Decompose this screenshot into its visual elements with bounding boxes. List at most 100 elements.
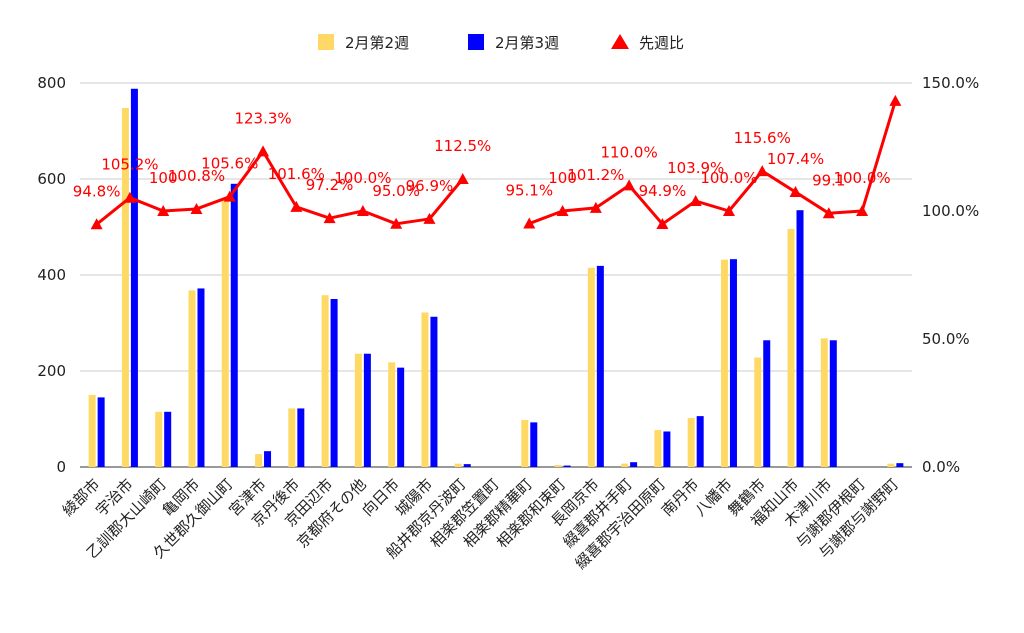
bar [696, 416, 704, 467]
bar [463, 464, 471, 467]
bar [820, 338, 828, 467]
bar [654, 430, 662, 467]
bar [829, 340, 837, 467]
bar [354, 353, 362, 467]
data-label: 95.1% [505, 182, 553, 200]
data-label: 95.0% [372, 182, 420, 200]
data-label: 96.9% [406, 177, 454, 195]
y-right-tick-label: 150.0% [922, 74, 979, 92]
data-label: 100 [149, 169, 178, 187]
category-label: 向日市 [358, 475, 403, 520]
bar [130, 88, 138, 467]
bar [255, 454, 263, 467]
bar [621, 463, 629, 467]
bar [297, 408, 305, 467]
y-left-tick-label: 0 [56, 458, 66, 476]
legend-swatch [318, 34, 334, 50]
bar [521, 419, 529, 467]
bar [787, 228, 795, 467]
line-marker [190, 202, 203, 214]
data-label: 100 [548, 169, 577, 187]
bar [596, 265, 604, 467]
line-marker [356, 205, 369, 216]
line-marker [656, 218, 669, 230]
bar [763, 340, 771, 467]
category-label: 南丹市 [658, 475, 703, 520]
bar-series [88, 107, 895, 468]
line-marker [123, 191, 136, 203]
line-marker [756, 165, 769, 177]
bar [164, 411, 172, 467]
bar [796, 210, 804, 467]
y-axis-left: 0 200 400 600 800 [37, 74, 66, 476]
data-label: 101.6% [268, 165, 325, 183]
category-label: 八幡市 [691, 475, 736, 520]
data-label: 100.8% [168, 167, 225, 185]
bar [397, 367, 405, 467]
legend: 2月第2週 2月第3週 先週比 [318, 34, 684, 52]
line-marker [423, 212, 436, 224]
bar [221, 198, 229, 467]
bar [454, 463, 462, 467]
bar [754, 357, 762, 467]
line-marker [390, 217, 403, 229]
bar [530, 422, 538, 467]
data-label: 97.2% [306, 176, 354, 194]
line-marker [456, 173, 469, 184]
bar [230, 183, 238, 468]
data-label: 100.0% [833, 169, 890, 187]
data-label: 101.2% [567, 166, 624, 184]
bar [264, 451, 272, 467]
line-marker [223, 190, 236, 202]
legend-label: 2月第3週 [495, 34, 559, 52]
data-label: 123.3% [234, 109, 291, 127]
x-axis-categories: 綾部市宇治市乙訓郡大山崎町亀岡市久世郡久御山町宮津市京丹後市京田辺市京都府その他… [59, 475, 902, 573]
category-label: 綾部市 [59, 475, 104, 520]
bar [363, 353, 371, 467]
bar [563, 465, 571, 467]
line-marker [90, 218, 103, 230]
data-label: 100.0% [334, 169, 391, 187]
bar [729, 259, 737, 467]
line-marker [257, 145, 270, 157]
bar [554, 465, 562, 467]
data-label: 100.0% [700, 169, 757, 187]
legend-swatch [468, 34, 484, 50]
line-marker [290, 200, 303, 212]
y-axis-right: 0.0% 50.0% 100.0% 150.0% [922, 74, 979, 476]
line-series [90, 94, 902, 230]
bar [587, 267, 595, 467]
data-labels: 94.8%105.2%100100.8%105.6%123.3%101.6%97… [73, 109, 891, 200]
line-marker [689, 195, 702, 207]
y-left-tick-label: 400 [37, 266, 66, 284]
data-label: 99.1 [812, 171, 845, 189]
bar [88, 395, 96, 467]
y-right-tick-label: 50.0% [922, 330, 970, 348]
data-label: 103.9% [667, 159, 724, 177]
line-marker [856, 205, 869, 216]
legend-label: 先週比 [639, 34, 684, 52]
line-marker [722, 205, 735, 216]
legend-label: 2月第2週 [345, 34, 409, 52]
bar [288, 408, 296, 467]
bar [321, 295, 329, 467]
bar [887, 463, 895, 467]
y-left-tick-label: 800 [37, 74, 66, 92]
bar [197, 288, 205, 467]
y-right-tick-label: 0.0% [922, 458, 960, 476]
bar [720, 259, 728, 467]
line-path [528, 100, 897, 226]
y-left-tick-label: 600 [37, 170, 66, 188]
line-marker [556, 205, 569, 216]
line-marker [589, 201, 602, 213]
legend-swatch [611, 34, 629, 49]
bar [388, 362, 396, 467]
bar [630, 462, 638, 467]
bar [97, 397, 105, 467]
bar [121, 107, 129, 468]
y-right-tick-label: 100.0% [922, 202, 979, 220]
bar [687, 418, 695, 467]
line-marker [889, 94, 902, 106]
